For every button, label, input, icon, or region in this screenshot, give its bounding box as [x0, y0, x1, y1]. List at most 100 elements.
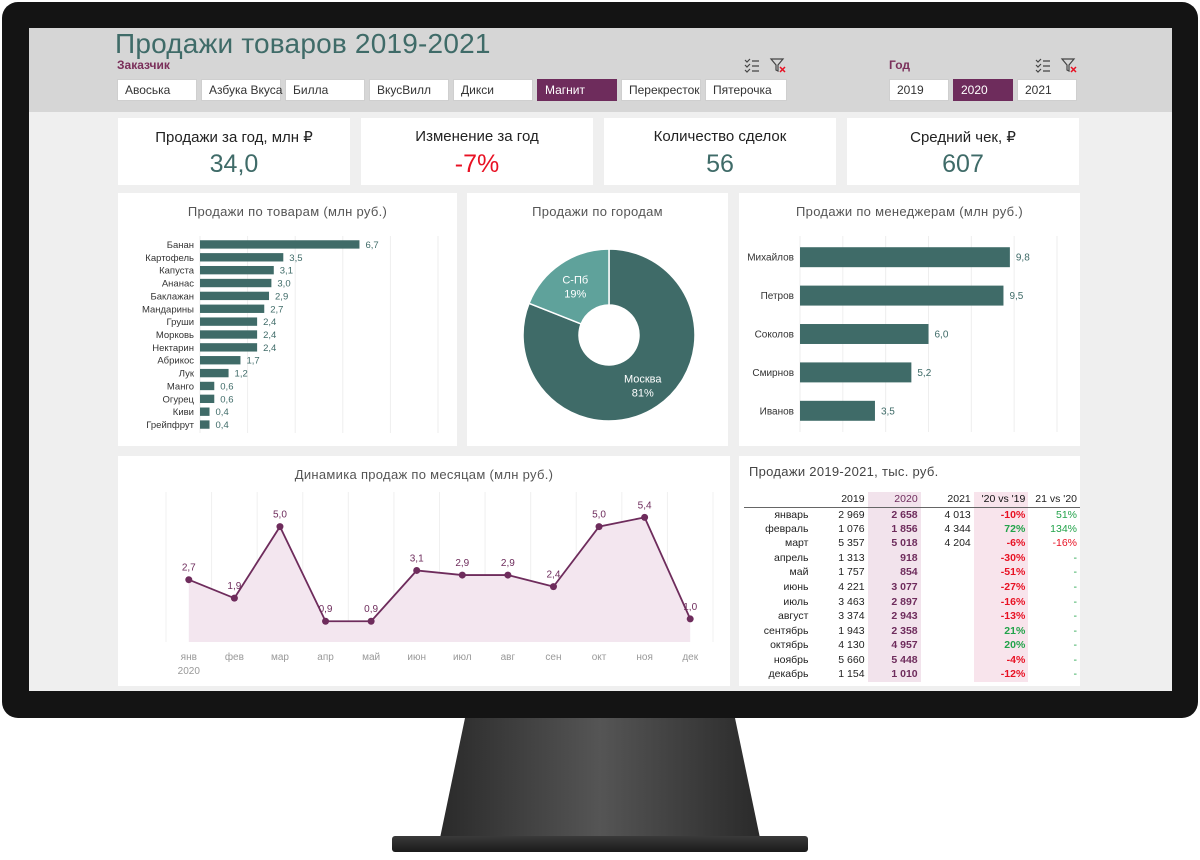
chart-title: Продажи по товарам (млн руб.): [187, 204, 388, 219]
value-2019: 5 357: [838, 537, 865, 550]
slicer-customer-magnit[interactable]: Магнит: [537, 79, 617, 101]
slicer-customer-perekrestok[interactable]: Перекресток: [621, 79, 701, 101]
bar: [200, 265, 274, 275]
bar: [800, 247, 1010, 268]
data-label: 0,9: [319, 604, 333, 615]
data-label: 5,0: [592, 510, 606, 521]
slicer-year-2021[interactable]: 2021: [1017, 79, 1077, 101]
slicer-year-2020[interactable]: 2020: [953, 79, 1013, 101]
value-2021: [921, 652, 974, 667]
chart-title: Продажи по менеджерам (млн руб.): [796, 204, 1023, 219]
value-2020: 2 658: [867, 507, 921, 522]
slice-label: Москва: [624, 374, 662, 386]
data-point: [641, 513, 649, 521]
slicer-customer-diksi[interactable]: Дикси: [453, 79, 533, 101]
table-row: май 1 757 854 -51% -: [744, 565, 1080, 580]
tick-label: окт: [592, 652, 607, 663]
value-2019: 3 463: [838, 595, 865, 608]
kpi-value: 34,0: [209, 150, 259, 178]
slicer-customer-azbuka[interactable]: Азбука Вкуса: [201, 79, 282, 101]
tick-label: янв: [181, 652, 197, 663]
data-label: 2,9: [275, 291, 288, 302]
category-label: Смирнов: [752, 368, 794, 379]
data-label: 0,9: [364, 604, 378, 615]
value-2019: 4 130: [838, 639, 865, 652]
delta-21-vs-20: 134%: [1050, 522, 1077, 535]
data-label: 1,2: [235, 369, 248, 380]
kpi-value: 56: [706, 150, 734, 178]
clear-filter-icon[interactable]: [769, 56, 787, 74]
bar: [200, 394, 215, 404]
value-2021: [921, 594, 974, 609]
delta-20-vs-19: -51%: [973, 565, 1029, 580]
kpi-card-change: Изменение за год -7%: [361, 118, 593, 185]
data-point: [367, 617, 375, 625]
bar: [200, 356, 241, 365]
value-2019: 3 374: [838, 610, 865, 623]
bar: [200, 304, 265, 313]
data-label: 3,1: [410, 553, 424, 564]
category-label: Абрикос: [157, 356, 194, 367]
data-label: 2,4: [547, 570, 561, 581]
value-2020: 4 957: [867, 637, 921, 653]
value-2021: [921, 667, 974, 682]
data-label: 1,0: [683, 602, 697, 613]
chart-title: Динамика продаж по месяцам (млн руб.): [294, 467, 554, 482]
value-2021: 4 013: [944, 508, 971, 521]
value-2020: 2 943: [867, 608, 921, 624]
tick-label: май: [362, 652, 380, 663]
monthly-area-chart: 2,7 янв 1,9 фев 5,0 мар 0,9 апр 0,9 май 3,1 июн 2,9 и…: [165, 492, 714, 677]
year-multi-select-icon[interactable]: [1034, 56, 1052, 74]
tick-label: авг: [501, 652, 516, 663]
kpi-label: Продажи за год, млн ₽: [155, 129, 313, 146]
slicer-customer-vkusvill[interactable]: ВкусВилл: [369, 79, 449, 101]
category-label: Нектарин: [152, 343, 194, 354]
value-2019: 2 969: [838, 508, 865, 521]
data-label: 2,4: [263, 330, 276, 341]
multi-select-icon[interactable]: [743, 56, 761, 74]
data-label: 2,9: [501, 558, 515, 569]
dashboard-screen: Продажи товаров 2019-2021 Заказчик Год А…: [29, 28, 1172, 691]
slicer-customer-billa[interactable]: Билла: [285, 79, 365, 101]
sales-table: 2019 2020 2021 '20 vs '19 21 vs '20 янва…: [744, 492, 1080, 682]
category-label: Иванов: [760, 406, 794, 417]
table-row: ноябрь 5 660 5 448 -4% -: [744, 652, 1080, 668]
area-fill: [188, 517, 691, 642]
data-label: 3,0: [277, 279, 290, 290]
data-label: 3,1: [280, 266, 293, 277]
tick-label: ноя: [636, 652, 653, 663]
slicer-year-2019[interactable]: 2019: [889, 79, 949, 101]
data-label: 2,4: [263, 343, 276, 354]
kpi-card-avg-check: Средний чек, ₽ 607: [847, 118, 1079, 185]
delta-20-vs-19: -12%: [973, 667, 1029, 682]
month-cell: май: [789, 566, 809, 579]
data-label: 0,4: [216, 420, 229, 431]
table-row: август 3 374 2 943 -13% -: [744, 608, 1080, 624]
kpi-label: Изменение за год: [415, 128, 539, 145]
header-2019: 2019: [814, 492, 868, 508]
header-2021: 2021: [920, 492, 974, 508]
tick-sublabel: 2020: [178, 666, 201, 677]
delta-21-vs-20: -: [1073, 551, 1078, 564]
delta-20-vs-19: -16%: [973, 594, 1029, 609]
category-label: Ананас: [162, 279, 194, 290]
value-2021: [921, 623, 974, 638]
data-label: 1,9: [227, 581, 241, 592]
data-point: [322, 617, 330, 625]
month-cell: июль: [783, 595, 809, 608]
chart-title: Продажи по городам: [532, 204, 663, 219]
bar: [800, 285, 1004, 306]
value-2020: 2 358: [867, 623, 921, 638]
table-row: март 5 357 5 018 4 204 -6% -16%: [744, 536, 1080, 551]
month-cell: сентябрь: [763, 624, 809, 637]
slicer-customer-avoska[interactable]: Авоська: [117, 79, 197, 101]
value-2019: 4 221: [838, 581, 865, 593]
value-2021: [921, 609, 974, 624]
kpi-card-sales: Продажи за год, млн ₽ 34,0: [118, 118, 350, 185]
value-2019: 1 943: [838, 624, 865, 637]
data-label: 0,6: [220, 381, 233, 392]
year-clear-filter-icon[interactable]: [1060, 56, 1078, 74]
data-point: [276, 523, 284, 531]
data-label: 9,5: [1009, 291, 1023, 302]
slicer-customer-pyaterochka[interactable]: Пятерочка: [705, 79, 787, 101]
